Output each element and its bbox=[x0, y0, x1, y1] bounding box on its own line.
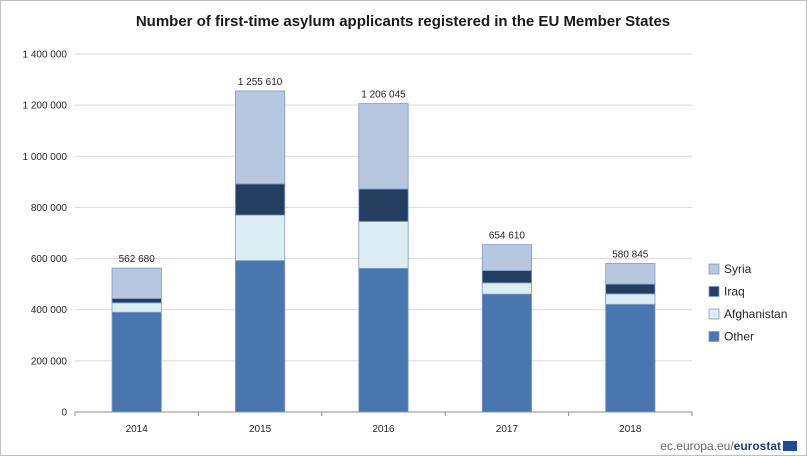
bar-other-2015 bbox=[235, 260, 286, 413]
x-tick-label: 2016 bbox=[372, 424, 395, 435]
x-tick-label: 2014 bbox=[126, 424, 149, 435]
y-tick-label: 1 400 000 bbox=[23, 50, 68, 61]
source-brand: eurostat bbox=[733, 439, 781, 453]
bar-afghanistan-2014 bbox=[111, 302, 162, 313]
y-tick-label: 800 000 bbox=[31, 203, 68, 214]
eu-flag-icon bbox=[783, 441, 797, 451]
y-tick-label: 1 000 000 bbox=[23, 152, 68, 163]
bar-other-2014 bbox=[111, 311, 162, 413]
bar-other-2018 bbox=[605, 303, 656, 413]
x-tick-label: 2017 bbox=[496, 424, 519, 435]
source-credit: ec.europa.eu/eurostat bbox=[660, 439, 797, 453]
legend: Syria Iraq Afghanistan Other bbox=[708, 262, 787, 344]
bar-iraq-2015 bbox=[235, 183, 286, 216]
bar-syria-2017 bbox=[481, 244, 532, 271]
bar-other-2016 bbox=[358, 267, 409, 413]
bar-syria-2018 bbox=[605, 263, 656, 285]
source-prefix: ec.europa.eu/ bbox=[660, 439, 734, 453]
bar-syria-2015 bbox=[235, 90, 286, 185]
bars bbox=[111, 90, 656, 413]
y-tick-label: 400 000 bbox=[31, 305, 68, 316]
y-axis: 0 200 000 400 000 600 000 800 000 1 000 000 1 … bbox=[23, 50, 68, 419]
bar-iraq-2016 bbox=[358, 188, 409, 222]
bar-iraq-2017 bbox=[481, 270, 532, 284]
total-label-2017: 654 610 bbox=[489, 231, 526, 242]
total-label-2016: 1 206 045 bbox=[361, 90, 406, 101]
bar-iraq-2014 bbox=[111, 298, 162, 304]
legend-swatch-iraq bbox=[708, 286, 720, 297]
x-tick-label: 2018 bbox=[619, 424, 642, 435]
bar-other-2017 bbox=[481, 293, 532, 413]
y-tick-label: 200 000 bbox=[31, 356, 68, 367]
x-tick-label: 2015 bbox=[249, 424, 272, 435]
y-tick-label: 0 bbox=[61, 408, 67, 419]
bar-totals: 562 680 1 255 610 1 206 045 654 610 580 845 bbox=[119, 77, 649, 265]
legend-label-iraq: Iraq bbox=[724, 285, 745, 299]
total-label-2015: 1 255 610 bbox=[238, 77, 283, 88]
legend-swatch-syria bbox=[708, 263, 720, 275]
x-axis: 2014 2015 2016 2017 2018 bbox=[74, 412, 693, 435]
bar-syria-2016 bbox=[358, 103, 409, 190]
legend-swatch-other bbox=[708, 331, 720, 342]
bar-afghanistan-2018 bbox=[605, 293, 656, 305]
bar-syria-2014 bbox=[111, 267, 162, 299]
legend-label-afghanistan: Afghanistan bbox=[724, 307, 787, 321]
legend-label-syria: Syria bbox=[724, 262, 752, 276]
legend-label-other: Other bbox=[724, 330, 754, 344]
bar-iraq-2018 bbox=[605, 283, 656, 295]
legend-swatch-afghanistan bbox=[708, 308, 720, 320]
bar-afghanistan-2015 bbox=[235, 214, 286, 262]
y-tick-label: 600 000 bbox=[31, 254, 68, 265]
bar-afghanistan-2016 bbox=[358, 221, 409, 269]
total-label-2014: 562 680 bbox=[119, 254, 156, 265]
total-label-2018: 580 845 bbox=[612, 249, 649, 260]
chart-title: Number of first-time asylum applicants r… bbox=[136, 13, 670, 30]
y-tick-label: 1 200 000 bbox=[23, 101, 68, 112]
bar-afghanistan-2017 bbox=[481, 282, 532, 295]
